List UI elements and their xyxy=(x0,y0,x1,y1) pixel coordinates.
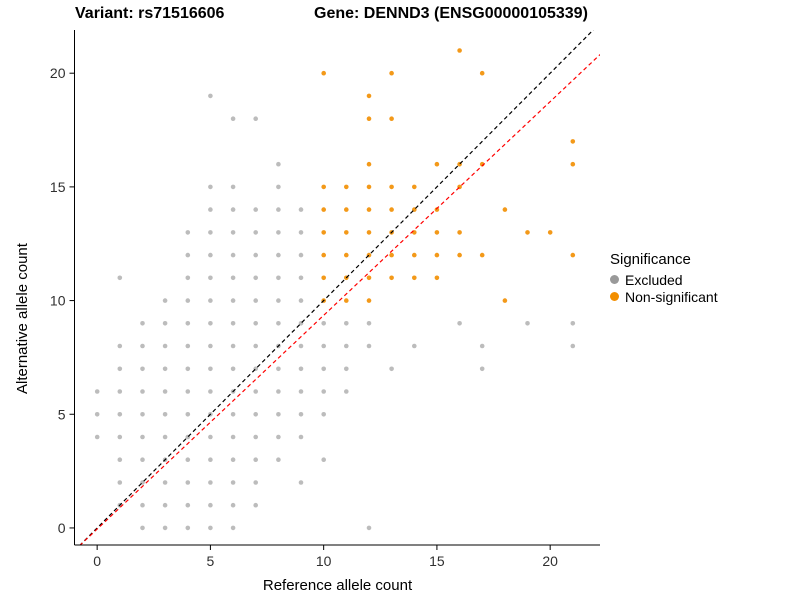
legend-item-excluded: Excluded xyxy=(610,271,718,288)
identity-line xyxy=(79,30,595,545)
fit-line xyxy=(79,54,600,545)
legend-label-excluded: Excluded xyxy=(625,271,683,288)
svg-text:10: 10 xyxy=(50,293,66,309)
svg-text:15: 15 xyxy=(429,553,445,569)
legend-label-nonsignificant: Non-significant xyxy=(625,288,718,305)
svg-text:10: 10 xyxy=(316,553,332,569)
svg-text:5: 5 xyxy=(58,406,66,422)
svg-text:0: 0 xyxy=(58,520,66,536)
plot-title-variant: Variant: rs71516606 xyxy=(75,5,225,22)
legend-dot-nonsignificant-icon xyxy=(610,292,619,301)
legend: Significance Excluded Non-significant xyxy=(610,251,718,305)
svg-text:20: 20 xyxy=(542,553,558,569)
svg-text:20: 20 xyxy=(50,65,66,81)
legend-dot-excluded-icon xyxy=(610,275,619,284)
legend-item-nonsignificant: Non-significant xyxy=(610,288,718,305)
plot-title-gene: Gene: DENND3 (ENSG00000105339) xyxy=(314,5,588,22)
svg-text:0: 0 xyxy=(93,553,101,569)
y-axis-title: Alternative allele count xyxy=(14,243,31,394)
x-axis-title: Reference allele count xyxy=(262,577,413,594)
legend-title: Significance xyxy=(610,251,691,268)
svg-text:15: 15 xyxy=(50,179,66,195)
svg-text:5: 5 xyxy=(207,553,215,569)
